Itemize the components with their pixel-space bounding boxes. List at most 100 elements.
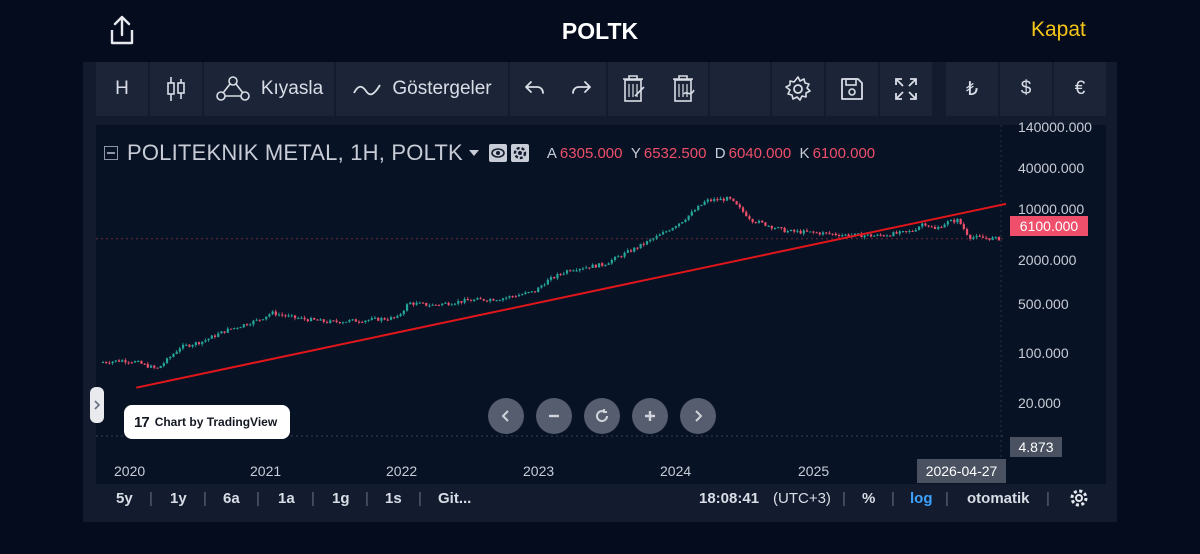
candle-body: [450, 304, 453, 306]
reset-button[interactable]: [584, 398, 620, 434]
chart-type-button[interactable]: [150, 62, 202, 116]
scroll-right-button[interactable]: [680, 398, 716, 434]
candle-body: [537, 287, 540, 293]
remove-indicators-button[interactable]: [658, 62, 708, 116]
interval-label: H: [115, 78, 129, 99]
share-icon[interactable]: [104, 12, 140, 48]
redo-button[interactable]: [558, 62, 606, 116]
range-1y[interactable]: 1y: [170, 490, 187, 507]
divider: |: [149, 490, 153, 507]
candle-body: [188, 344, 191, 347]
candle-body: [738, 204, 741, 208]
zoom-out-button[interactable]: [536, 398, 572, 434]
candle-body: [268, 314, 271, 317]
compare-button[interactable]: Kıyasla: [204, 62, 334, 116]
candle-body: [127, 362, 130, 364]
currency-try-button[interactable]: ₺: [946, 62, 998, 116]
price-axis[interactable]: 140000.000 40000.000 10000.000 2000.000 …: [1006, 118, 1106, 458]
year-label: 2024: [660, 463, 692, 479]
gear-icon[interactable]: [510, 144, 529, 162]
candle-body: [495, 300, 498, 302]
candle-body: [802, 230, 805, 234]
candle-body: [937, 227, 940, 229]
candle-body: [607, 263, 610, 265]
candle-body: [665, 231, 668, 233]
candle-body: [722, 198, 725, 201]
ohlc-values: A 6305.000 Y 6532.500 D 6040.000 K 6100.000: [547, 145, 875, 162]
zoom-in-button[interactable]: [632, 398, 668, 434]
candle-body: [969, 234, 972, 239]
goto-date-button[interactable]: Git...: [438, 490, 472, 507]
candle-body: [479, 298, 482, 300]
candle-body: [133, 361, 137, 363]
percent-toggle[interactable]: %: [862, 490, 876, 507]
candle-body: [364, 320, 367, 323]
candle-body: [165, 358, 169, 364]
candle-body: [613, 256, 617, 260]
range-1g[interactable]: 1g: [332, 490, 350, 507]
candle-body: [873, 235, 876, 237]
save-icon: [841, 78, 863, 100]
candle-body: [857, 233, 860, 235]
candle-body: [271, 311, 274, 315]
candle-body: [162, 363, 165, 366]
candle-body: [130, 362, 133, 364]
candle-body: [697, 205, 700, 211]
scroll-left-button[interactable]: [488, 398, 524, 434]
timezone-button[interactable]: (UTC+3): [773, 490, 831, 507]
range-1a[interactable]: 1a: [278, 490, 295, 507]
candle-body: [831, 233, 834, 235]
candle-body: [335, 320, 338, 322]
candle-body: [377, 317, 380, 321]
chevron-right-icon: [94, 400, 101, 410]
settings-button[interactable]: [772, 62, 824, 116]
candle-body: [357, 321, 361, 323]
price-tick: 20.000: [1018, 395, 1061, 411]
candle-body: [799, 230, 802, 234]
range-1s[interactable]: 1s: [385, 490, 402, 507]
candle-body: [658, 234, 661, 237]
candle-body: [213, 335, 217, 337]
close-button[interactable]: Kapat: [1031, 18, 1086, 41]
fullscreen-button[interactable]: [880, 62, 932, 116]
candle-body: [716, 199, 719, 201]
indicators-button[interactable]: Göstergeler: [336, 62, 508, 116]
log-toggle[interactable]: log: [910, 490, 933, 507]
candle-body: [514, 296, 517, 298]
eye-icon[interactable]: [488, 144, 507, 162]
candle-body: [853, 233, 857, 236]
candle-body: [751, 219, 754, 223]
candle-body: [821, 232, 825, 235]
toolbar-spacer: [710, 62, 770, 116]
symbol-name[interactable]: POLITEKNIK METAL, 1H, POLTK: [127, 140, 463, 165]
save-button[interactable]: [826, 62, 878, 116]
candle-body: [476, 298, 479, 300]
range-6a[interactable]: 6a: [223, 490, 240, 507]
time-axis[interactable]: 2020 2021 2022 2023 2024 2025: [96, 458, 1006, 484]
undo-button[interactable]: [510, 62, 558, 116]
range-5y[interactable]: 5y: [116, 490, 133, 507]
candle-body: [623, 252, 626, 257]
chevron-down-icon[interactable]: [468, 150, 479, 156]
auto-scale-toggle[interactable]: otomatik: [967, 490, 1030, 507]
candle-body: [405, 304, 409, 311]
legend-collapse-icon[interactable]: [104, 146, 118, 160]
currency-usd-button[interactable]: $: [1000, 62, 1052, 116]
candle-body: [837, 235, 841, 237]
chart-settings-button[interactable]: [1069, 488, 1089, 512]
candle-body: [329, 320, 332, 323]
candle-body: [229, 328, 233, 330]
tradingview-watermark[interactable]: 17 Chart by TradingView: [124, 405, 290, 439]
candle-body: [175, 351, 178, 354]
candle-body: [956, 218, 959, 223]
candles-icon: [167, 77, 185, 101]
low-price-label: 4.873: [1010, 437, 1062, 457]
candle-body: [489, 299, 492, 302]
sidebar-toggle-handle[interactable]: [90, 387, 104, 423]
candle-body: [773, 228, 777, 230]
interval-button[interactable]: H: [96, 62, 148, 116]
remove-drawings-button[interactable]: [608, 62, 658, 116]
candle-body: [981, 236, 985, 238]
candle-body: [460, 301, 463, 303]
currency-eur-button[interactable]: €: [1054, 62, 1106, 116]
